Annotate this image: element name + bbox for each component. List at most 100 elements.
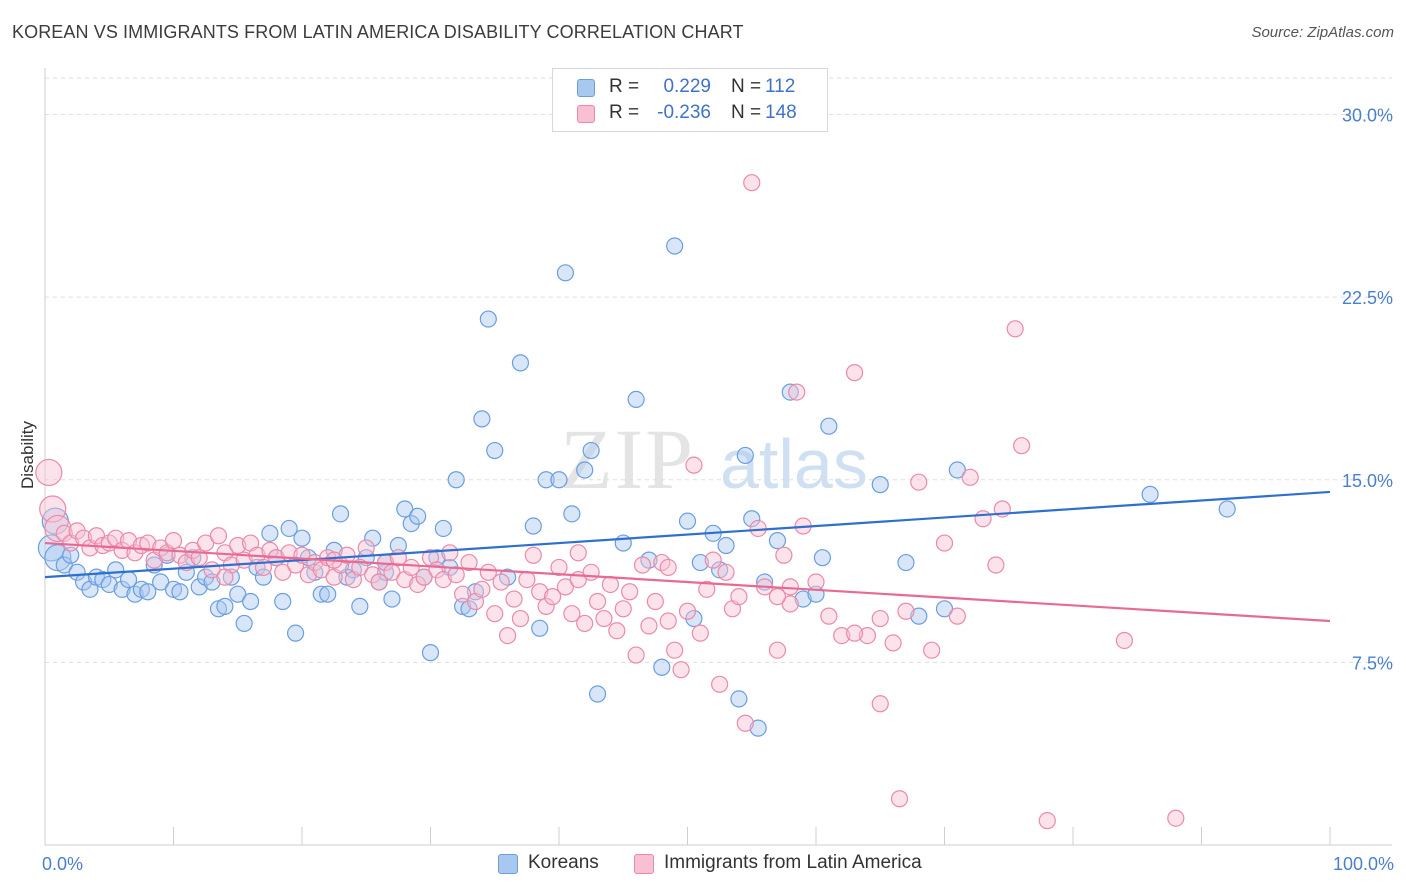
latin-america-point: [621, 583, 639, 601]
latin-america-point: [197, 534, 215, 552]
korean-point: [261, 524, 279, 542]
legend-n-label: N =: [731, 102, 762, 123]
korean-point: [383, 590, 401, 608]
korean-point: [794, 590, 812, 608]
latin-america-trend-line: [44, 541, 1331, 623]
korean-point: [511, 354, 530, 372]
bottom-legend-label-latin-america: Immigrants from Latin America: [664, 852, 922, 873]
korean-point: [576, 461, 594, 479]
latin-america-point: [845, 364, 864, 382]
latin-america-point: [55, 524, 73, 542]
x-tick-label-max: 100.0%: [1333, 854, 1394, 874]
latin-america-point: [833, 626, 851, 645]
korean-point: [254, 568, 273, 586]
legend-r-value: -0.236: [657, 102, 711, 123]
chart-title: KOREAN VS IMMIGRANTS FROM LATIN AMERICA …: [12, 22, 744, 42]
korean-point: [364, 529, 382, 547]
latin-america-point: [338, 546, 356, 564]
korean-point: [235, 614, 253, 633]
latin-america-point: [1115, 631, 1134, 650]
y-tick-label: 15.0%: [1342, 471, 1393, 491]
korean-point: [113, 580, 131, 598]
korean-point: [203, 573, 221, 591]
korean-point: [820, 417, 838, 435]
korean-point: [421, 644, 440, 662]
latin-america-point: [646, 592, 664, 611]
latin-america-point: [890, 790, 909, 808]
korean-point: [274, 592, 292, 611]
korean-point: [666, 237, 684, 255]
korean-point: [222, 568, 240, 586]
latin-america-point: [486, 605, 504, 623]
latin-america-point: [678, 602, 697, 620]
latin-america-point: [961, 468, 979, 486]
latin-america-point: [871, 695, 889, 713]
latin-america-point: [569, 544, 587, 562]
latin-america-point: [454, 585, 472, 603]
latin-america-point: [357, 539, 375, 557]
latin-america-point: [229, 536, 247, 555]
latin-america-point: [209, 527, 228, 545]
latin-america-point: [601, 575, 620, 594]
latin-america-point: [775, 546, 793, 564]
latin-america-point: [884, 634, 902, 652]
tick-labels: 7.5% 15.0% 22.5% 30.0% 0.0% 100.0%: [42, 106, 1394, 874]
latin-america-point: [736, 714, 754, 732]
latin-america-point: [274, 563, 292, 581]
latin-america-point: [730, 588, 748, 606]
korean-point: [948, 461, 966, 479]
korean-point: [486, 441, 504, 460]
latin-america-point: [743, 174, 761, 192]
latin-america-point: [788, 383, 806, 401]
y-tick-label: 22.5%: [1342, 288, 1393, 308]
bottom-legend-swatch-latin-america: [634, 854, 654, 874]
latin-america-point: [524, 546, 542, 564]
korean-point: [152, 573, 170, 591]
korean-point: [531, 619, 549, 637]
axes: [44, 68, 1392, 846]
korean-point: [582, 441, 600, 460]
korean-point: [216, 597, 234, 615]
latin-america-point: [974, 510, 992, 528]
latin-america-point: [1038, 812, 1056, 830]
korean-point: [627, 390, 645, 409]
latin-america-point: [948, 607, 966, 625]
korean-point: [897, 553, 915, 572]
source-label: Source: ZipAtlas.com: [1251, 24, 1394, 41]
latin-america-point: [460, 553, 478, 572]
latin-america-point: [807, 573, 825, 591]
latin-america-point: [415, 568, 433, 586]
latin-america-point: [768, 588, 787, 606]
y-tick-label: 30.0%: [1342, 106, 1393, 126]
latin-america-point: [717, 563, 735, 581]
latin-america-point: [698, 580, 716, 598]
latin-america-point: [479, 563, 497, 581]
korean-point: [871, 476, 889, 494]
x-tick-label-min: 0.0%: [42, 854, 83, 874]
latin-america-point: [640, 617, 658, 635]
y-axis-label: Disability: [18, 420, 37, 489]
latin-america-point: [113, 541, 131, 559]
latin-america-point: [711, 675, 729, 693]
korean-point: [1218, 500, 1236, 518]
latin-america-point: [35, 458, 63, 487]
latin-america-point: [768, 641, 787, 659]
korean-point: [550, 471, 568, 489]
watermark-atlas: atlas: [720, 425, 868, 503]
korean-point: [743, 510, 761, 528]
latin-america-point: [1167, 809, 1185, 827]
latin-america-point: [845, 624, 864, 642]
korean-point: [428, 549, 446, 567]
latin-america-point: [563, 605, 581, 623]
latin-america-point: [627, 646, 645, 664]
latin-america-point: [576, 614, 594, 633]
trend-lines: [44, 490, 1331, 623]
korean-point: [537, 471, 555, 489]
latin-america-point: [923, 641, 941, 659]
korean-point: [286, 624, 305, 642]
latin-america-point: [659, 558, 677, 577]
legend-r-value: 0.229: [663, 76, 711, 97]
korean-point: [319, 585, 337, 603]
korean-point: [730, 690, 748, 708]
legend-n-value: 112: [765, 76, 796, 97]
